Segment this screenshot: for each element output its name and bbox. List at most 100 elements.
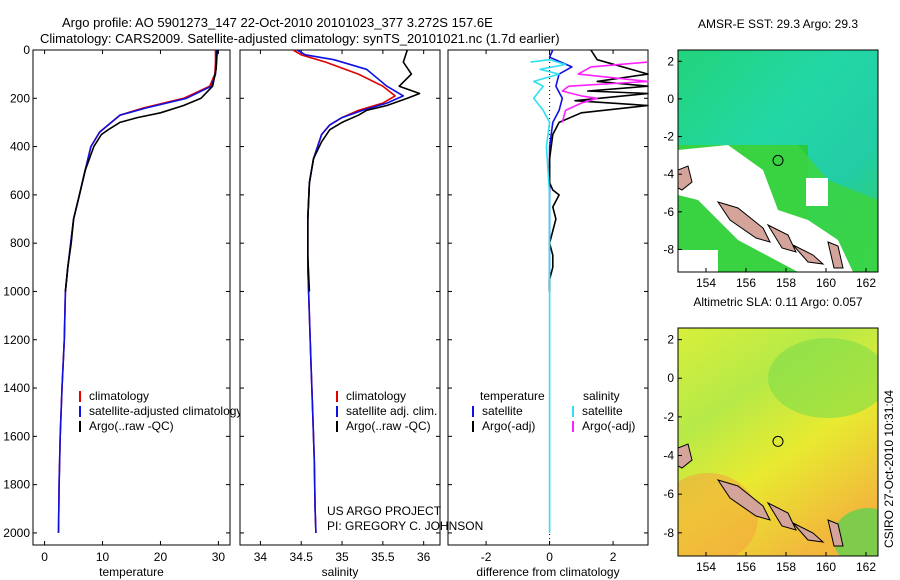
y-tick-label: 200 [10, 91, 30, 105]
legend-label: satellite [582, 404, 623, 418]
argo-float-marker [772, 154, 784, 166]
project-line-2: PI: GREGORY C. JOHNSON [327, 519, 483, 533]
legend-label: Argo(-adj) [482, 419, 535, 433]
plot-frame [32, 49, 231, 546]
x-tick-label: 35 [335, 550, 349, 564]
header-line-1: Argo profile: AO 5901273_147 22-Oct-2010… [62, 15, 493, 30]
project-line-1: US ARGO PROJECT [327, 504, 442, 518]
map-title: AMSR-E SST: 29.3 Argo: 29.3 [698, 17, 858, 31]
map-x-tick-label: 156 [736, 276, 756, 290]
y-tick-label: 0 [23, 43, 30, 57]
x-tick-label: 35.5 [371, 550, 395, 564]
y-tick-label: 1000 [3, 284, 30, 298]
salinity-panel: 34 34.5 35 35.5 36 salinity climatologysatelli… [239, 49, 441, 579]
map-y-tick-label: 0 [667, 371, 674, 385]
map-x-tick-label: 158 [776, 276, 796, 290]
legend-title-salinity: salinity [583, 389, 620, 403]
x-tick-label: -2 [481, 550, 492, 564]
island-landmass [716, 201, 771, 243]
map-x-tick-label: 160 [816, 276, 836, 290]
sst-missing-data [678, 145, 853, 272]
y-tick-label: 600 [10, 188, 30, 202]
x-tick-label: 0 [41, 550, 48, 564]
map-y-tick-label: -4 [663, 167, 674, 181]
argo-float-marker [772, 435, 784, 447]
map-field [678, 328, 878, 556]
plot-frame [239, 49, 441, 546]
map-y-tick-label: -2 [663, 130, 674, 144]
series-line [548, 49, 649, 292]
credit-text: CSIRO 27-Oct-2010 10:31:04 [882, 390, 896, 548]
series-line [64, 49, 219, 292]
series-line [296, 49, 405, 533]
x-axis-label: difference from climatology [476, 565, 619, 579]
island-landmass [827, 241, 844, 269]
map-y-tick-label: -2 [663, 410, 674, 424]
series-line [306, 49, 421, 292]
y-tick-label: 2000 [3, 526, 30, 540]
sst-missing-data [806, 178, 828, 206]
map-frame [677, 327, 879, 557]
sla-low-region [833, 508, 878, 556]
map-title: Altimetric SLA: 0.11 Argo: 0.057 [693, 295, 863, 309]
legend-title-temperature: temperature [480, 389, 545, 403]
island-landmass [716, 479, 771, 521]
map-y-tick-label: 2 [667, 54, 674, 68]
plot-frame [447, 49, 649, 546]
legend-label: satellite-adjusted climatology [89, 404, 242, 418]
x-tick-label: 34.5 [290, 550, 314, 564]
x-axis-label: salinity [322, 565, 359, 579]
island-landmass [678, 443, 693, 469]
legend-label: climatology [346, 389, 406, 403]
map-x-tick-label: 156 [736, 560, 756, 574]
map-x-tick-label: 162 [856, 560, 876, 574]
x-tick-label: 2 [610, 550, 617, 564]
project-note: US ARGO PROJECT PI: GREGORY C. JOHNSON [327, 504, 483, 533]
map-y-tick-label: -6 [663, 487, 674, 501]
map-x-tick-label: 154 [696, 276, 716, 290]
map-y-tick-label: -6 [663, 205, 674, 219]
map-x-tick-label: 154 [696, 560, 716, 574]
x-tick-label: 30 [212, 550, 226, 564]
island-landmass [792, 522, 825, 543]
island-landmass [766, 501, 797, 531]
map-x-tick-label: 162 [856, 276, 876, 290]
legend-label: satellite adj. clim. [346, 404, 437, 418]
map-y-tick-label: -8 [663, 526, 674, 540]
map-x-tick-label: 160 [816, 560, 836, 574]
x-tick-label: 36 [417, 550, 431, 564]
island-landmass [678, 165, 693, 191]
y-tick-label: 1800 [3, 478, 30, 492]
header-line-2: Climatology: CARS2009. Satellite-adjuste… [40, 31, 560, 46]
x-axis-label: temperature [99, 565, 164, 579]
y-tick-label: 1400 [3, 381, 30, 395]
legend-label: climatology [89, 389, 149, 403]
y-tick-label: 1600 [3, 429, 30, 443]
y-tick-label: 400 [10, 140, 30, 154]
x-tick-label: 20 [154, 550, 168, 564]
map-field [678, 50, 878, 272]
legend-label: satellite [482, 404, 523, 418]
map-y-tick-label: -4 [663, 449, 674, 463]
x-tick-label: 34 [254, 550, 268, 564]
legend-label: Argo(..raw -QC) [346, 419, 431, 433]
sla-map: Altimetric SLA: 0.11 Argo: 0.057 154 156 15… [663, 295, 879, 574]
temperature-panel: 0 10 20 30 0 200 400 600 800 1000 1200 1400 1600 1800… [3, 43, 242, 579]
y-tick-label: 1200 [3, 333, 30, 347]
map-x-tick-label: 158 [776, 560, 796, 574]
map-y-tick-label: 2 [667, 333, 674, 347]
series-line [530, 58, 567, 533]
series-line [561, 61, 649, 123]
sla-low-region [768, 338, 878, 418]
legend-label: Argo(-adj) [582, 419, 635, 433]
sst-map: AMSR-E SST: 29.3 Argo: 29.3 154 156 158 160 1… [663, 17, 879, 290]
map-y-tick-label: 0 [667, 92, 674, 106]
island-landmass [792, 244, 825, 265]
sst-missing-data [678, 250, 718, 272]
island-landmass [766, 223, 797, 253]
x-tick-label: 10 [96, 550, 110, 564]
y-tick-label: 800 [10, 236, 30, 250]
legend-label: Argo(..raw -QC) [89, 419, 174, 433]
